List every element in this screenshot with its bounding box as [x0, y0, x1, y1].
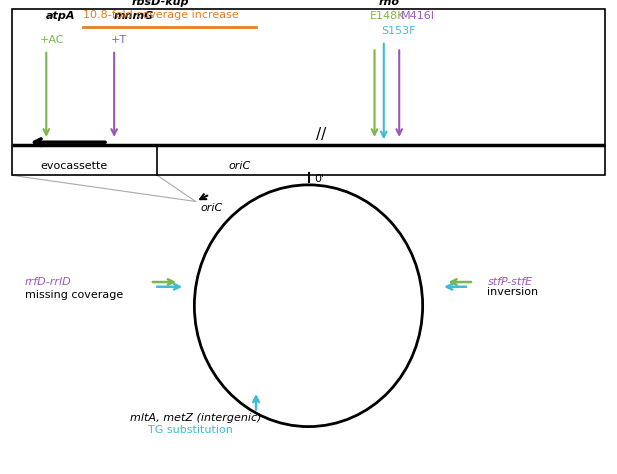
Text: rho: rho [378, 0, 399, 7]
Text: 10.8-fold coverage increase: 10.8-fold coverage increase [83, 10, 238, 20]
Text: evocassette: evocassette [41, 161, 107, 171]
Text: +AC: +AC [40, 35, 65, 45]
Text: rrfD-rrlD: rrfD-rrlD [25, 277, 72, 287]
Text: mltA, metZ (intergenic): mltA, metZ (intergenic) [130, 413, 261, 423]
Text: 0': 0' [315, 174, 325, 184]
Text: atpA: atpA [46, 11, 76, 21]
Text: +T: +T [111, 35, 127, 45]
Text: E148K: E148K [370, 11, 406, 21]
Text: missing coverage: missing coverage [25, 290, 123, 300]
Text: //: // [316, 127, 326, 142]
Text: oriC: oriC [201, 203, 223, 213]
Text: stfP-stfE: stfP-stfE [487, 277, 532, 287]
Text: S153F: S153F [381, 26, 416, 36]
Bar [12, 9, 605, 175]
Text: oriC: oriC [228, 161, 251, 171]
Text: TG substitution: TG substitution [148, 425, 233, 435]
Text: inversion: inversion [487, 287, 539, 298]
Text: M416I: M416I [401, 11, 435, 21]
Text: mnmG: mnmG [114, 11, 154, 21]
Text: rbsD-kup: rbsD-kup [131, 0, 189, 7]
